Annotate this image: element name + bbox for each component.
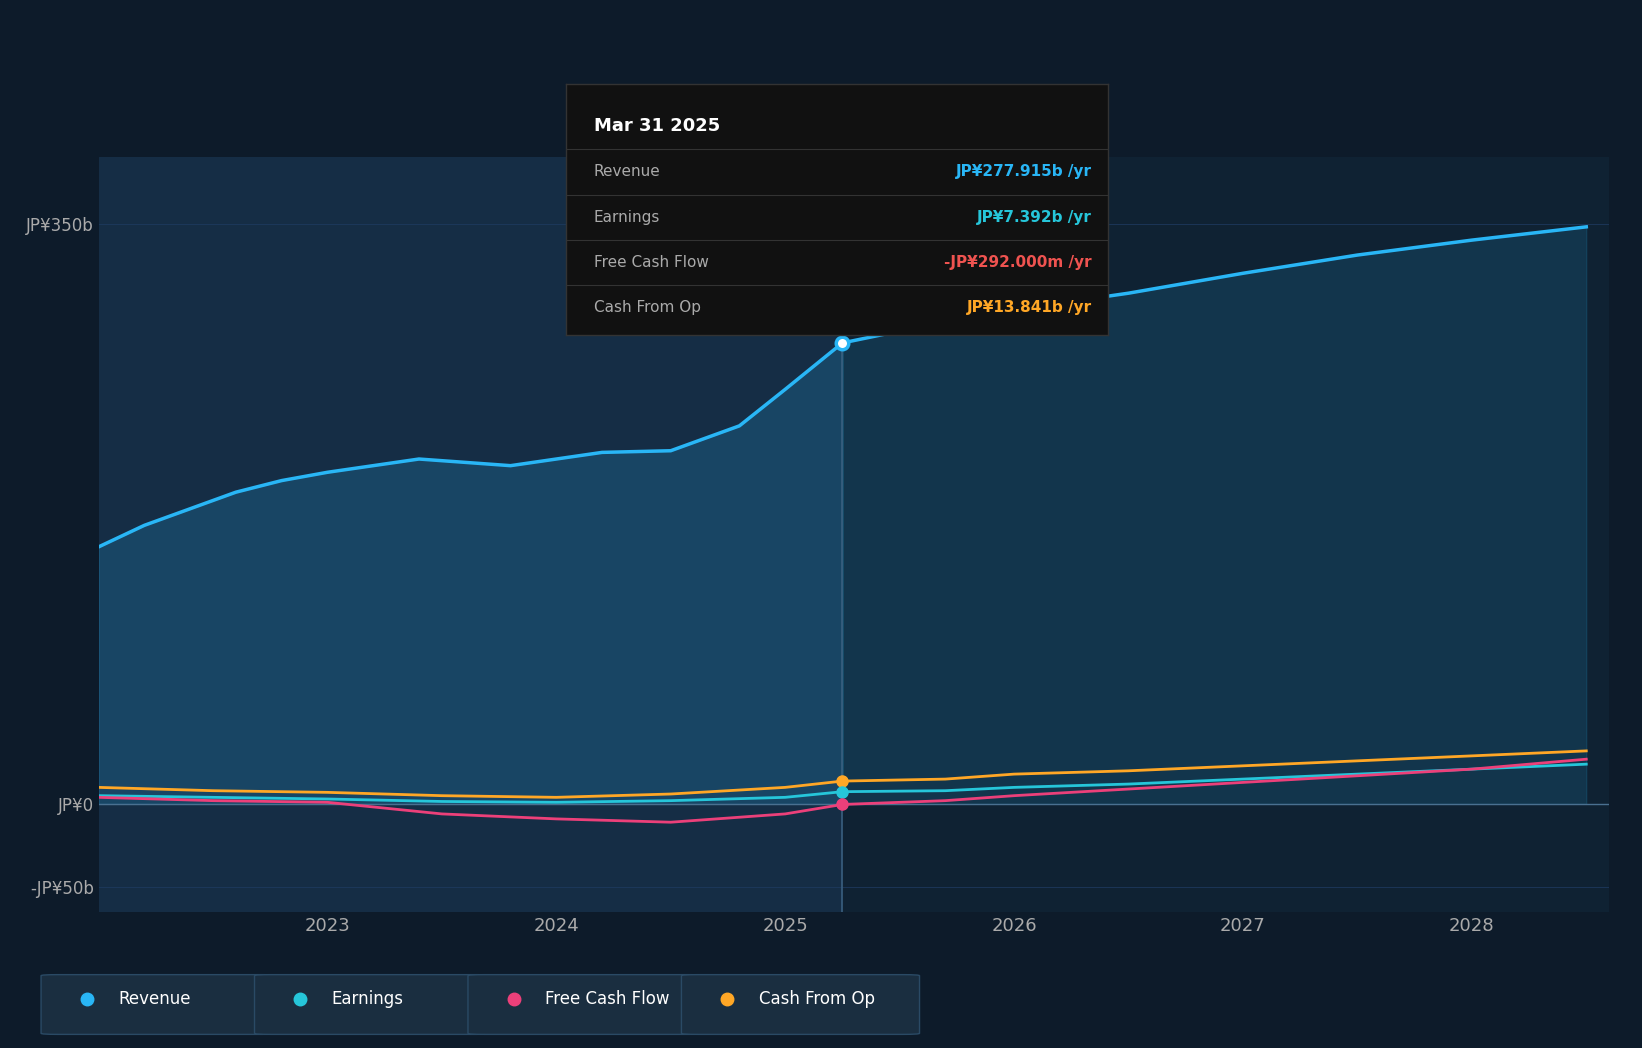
Text: Revenue: Revenue (594, 165, 660, 179)
FancyBboxPatch shape (255, 975, 493, 1034)
Text: Cash From Op: Cash From Op (759, 989, 875, 1008)
Text: -JP¥292.000m /yr: -JP¥292.000m /yr (944, 255, 1092, 270)
Text: JP¥7.392b /yr: JP¥7.392b /yr (977, 210, 1092, 224)
Text: Past: Past (785, 199, 829, 217)
Text: Mar 31 2025: Mar 31 2025 (594, 116, 719, 134)
FancyBboxPatch shape (41, 975, 279, 1034)
Text: Free Cash Flow: Free Cash Flow (545, 989, 670, 1008)
Bar (842, 157, 1609, 912)
Text: Revenue: Revenue (118, 989, 190, 1008)
Bar (99, 157, 842, 912)
Text: JP¥277.915b /yr: JP¥277.915b /yr (956, 165, 1092, 179)
Text: Analysts Forecasts: Analysts Forecasts (855, 199, 1025, 217)
FancyBboxPatch shape (681, 975, 920, 1034)
Text: Earnings: Earnings (594, 210, 660, 224)
Text: Free Cash Flow: Free Cash Flow (594, 255, 708, 270)
Text: Earnings: Earnings (332, 989, 404, 1008)
FancyBboxPatch shape (468, 975, 706, 1034)
Text: Cash From Op: Cash From Op (594, 300, 701, 315)
Text: JP¥13.841b /yr: JP¥13.841b /yr (967, 300, 1092, 315)
